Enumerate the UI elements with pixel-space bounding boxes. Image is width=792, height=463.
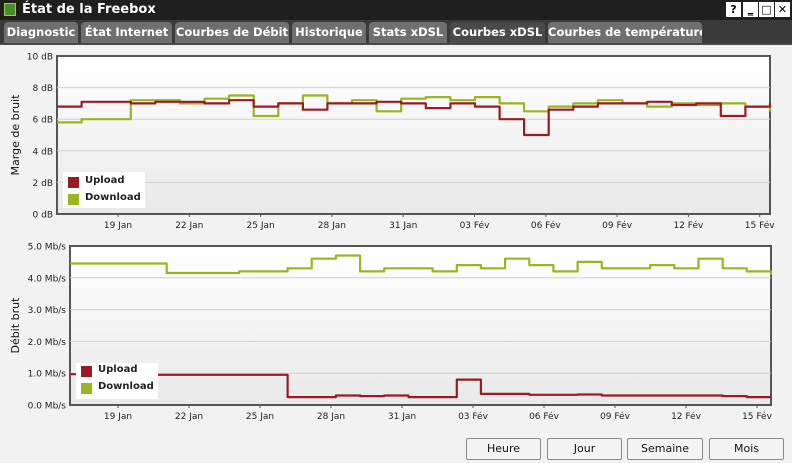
y-tick-label: 3.0 Mb/s [28,306,67,316]
help-button[interactable]: ? [726,2,741,17]
plot-area [56,55,771,215]
x-tick-label: 09 Fév [602,220,633,231]
tab-stats-xdsl[interactable]: Stats xDSL [369,22,447,43]
y-tick-label: 5.0 Mb/s [28,243,67,253]
x-tick-label: 12 Fév [671,411,702,422]
download-swatch [81,383,92,394]
tab-historique[interactable]: Historique [292,22,366,43]
title-bar: État de la Freebox ? ‗ □ ✕ [0,0,792,20]
raw-bitrate-legend: Upload Download [76,363,158,399]
y-tick-label: 0 dB [33,211,53,221]
y-tick-label: 2 dB [33,179,53,189]
y-tick-label: 6 dB [33,116,53,126]
legend-label-download: Download [98,381,154,392]
noise-margin-legend: Upload Download [63,172,145,208]
y-tick-label: 2.0 Mb/s [28,338,67,348]
close-button[interactable]: ✕ [775,2,790,17]
upload-swatch [81,366,92,377]
y-tick-label: 10 dB [27,53,53,63]
x-tick-label: 31 Jan [388,412,416,422]
hour-button[interactable]: Heure [466,438,541,460]
tab-courbes-debit[interactable]: Courbes de Débit [175,22,289,43]
download-swatch [68,194,79,205]
y-axis-label: Débit brut [9,297,22,354]
maximize-button[interactable]: □ [759,2,774,17]
noise-margin-chart: 0 dB 2 dB 4 dB 6 dB 8 dB 10 dB 19 Jan 22 Jan 25 … [9,53,776,232]
y-tick-label: 4 dB [33,147,53,157]
y-tick-label: 1.0 Mb/s [28,370,67,380]
upload-swatch [68,177,79,188]
minimize-button[interactable]: ‗ [743,2,758,17]
tab-courbes-temperature[interactable]: Courbes de température [548,22,702,43]
x-tick-label: 28 Jan [317,412,345,422]
x-tick-label: 12 Fév [673,220,704,231]
day-button[interactable]: Jour [547,438,622,460]
freebox-app-icon [4,3,16,16]
x-tick-label: 19 Jan [104,221,132,231]
x-tick-label: 15 Fév [745,220,776,231]
window-title: État de la Freebox [22,2,156,17]
tab-underline [0,43,792,45]
x-tick-label: 09 Fév [600,411,631,422]
plot-area [69,245,772,406]
month-button[interactable]: Mois [709,438,784,460]
raw-bitrate-chart: 0.0 Mb/s 1.0 Mb/s 2.0 Mb/s 3.0 Mb/s 4.0 Mb/s… [9,243,773,423]
tab-courbes-xdsl[interactable]: Courbes xDSL [450,22,545,43]
x-tick-label: 31 Jan [389,221,417,231]
y-tick-label: 4.0 Mb/s [28,274,67,284]
x-tick-label: 22 Jan [175,412,203,422]
x-tick-label: 28 Jan [318,221,346,231]
x-tick-label: 15 Fév [742,411,773,422]
y-tick-label: 8 dB [33,84,53,94]
tab-diagnostic[interactable]: Diagnostic [4,22,78,43]
legend-label-upload: Upload [85,175,125,186]
y-axis-label: Marge de bruit [9,94,22,176]
x-tick-label: 25 Jan [247,221,275,231]
y-tick-label: 0.0 Mb/s [28,402,67,412]
legend-label-upload: Upload [98,364,138,375]
tab-etat-internet[interactable]: État Internet [81,22,172,43]
x-tick-label: 06 Fév [529,411,560,422]
week-button[interactable]: Semaine [627,438,703,460]
legend-label-download: Download [85,192,141,203]
x-tick-label: 06 Fév [531,220,562,231]
x-tick-label: 19 Jan [104,412,132,422]
tab-bar: Diagnostic État Internet Courbes de Débi… [0,20,792,43]
x-tick-label: 22 Jan [175,221,203,231]
x-tick-label: 03 Fév [458,411,489,422]
x-tick-label: 25 Jan [246,412,274,422]
x-tick-label: 03 Fév [460,220,491,231]
